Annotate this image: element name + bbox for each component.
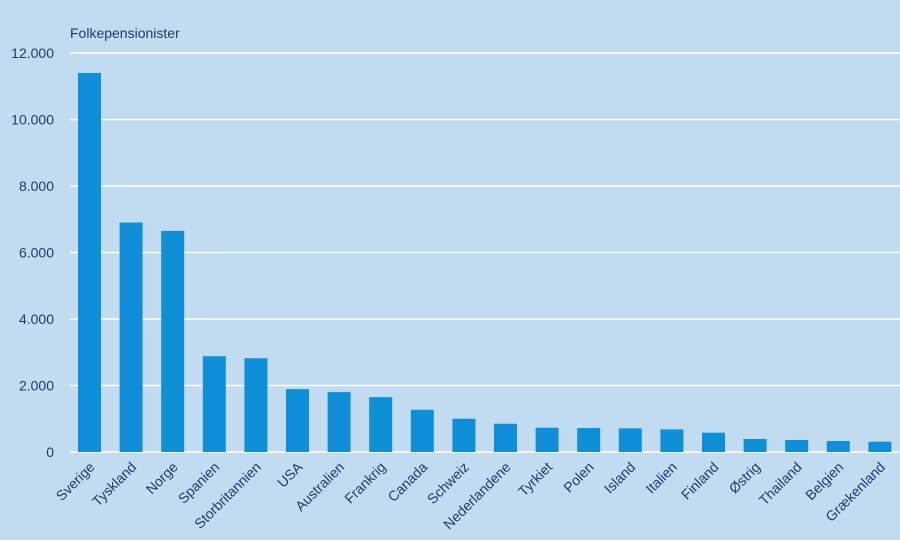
x-tick-label: Italien	[642, 459, 680, 497]
x-tick-label: Polen	[560, 459, 597, 496]
bar	[535, 427, 559, 452]
x-tick-label: Frankrig	[341, 459, 389, 507]
y-tick-label: 0	[46, 444, 54, 460]
y-tick-label: 6.000	[19, 245, 54, 261]
bar	[244, 358, 268, 452]
x-tick-label: Tyskland	[89, 459, 139, 509]
bar	[660, 429, 684, 452]
bar	[119, 222, 143, 452]
y-axis-tick-labels: 0 2.000 4.000 6.000 8.000 10.000 12.000	[11, 45, 54, 460]
bar	[494, 423, 517, 452]
bar	[785, 440, 809, 452]
bar	[369, 397, 393, 452]
bar	[618, 428, 642, 452]
bar	[78, 72, 101, 452]
bar	[286, 389, 309, 452]
x-tick-label: Finland	[678, 459, 722, 503]
grid-lines	[70, 52, 900, 453]
bars	[78, 72, 892, 452]
y-tick-label: 2.000	[19, 378, 54, 394]
bar	[410, 409, 434, 452]
y-tick-label: 8.000	[19, 178, 54, 194]
x-tick-label: Canada	[384, 459, 430, 505]
bar	[702, 432, 725, 452]
x-tick-label: Thailand	[756, 459, 805, 508]
x-tick-label: Østrig	[726, 459, 764, 497]
bar	[826, 441, 850, 452]
x-tick-label: Island	[601, 459, 639, 497]
y-tick-label: 4.000	[19, 311, 54, 327]
bar	[202, 356, 226, 452]
x-tick-label: USA	[274, 458, 306, 490]
bar	[161, 230, 185, 452]
x-tick-label: Norge	[143, 459, 181, 497]
bar	[743, 439, 767, 452]
y-tick-label: 12.000	[11, 45, 54, 61]
bar	[452, 418, 476, 452]
bar	[868, 441, 892, 452]
bar	[577, 428, 601, 452]
x-tick-label: Tyrkiet	[515, 459, 556, 500]
y-tick-label: 10.000	[11, 112, 54, 128]
y-axis-label: Folkepensionister	[70, 25, 180, 41]
bar	[327, 392, 351, 452]
